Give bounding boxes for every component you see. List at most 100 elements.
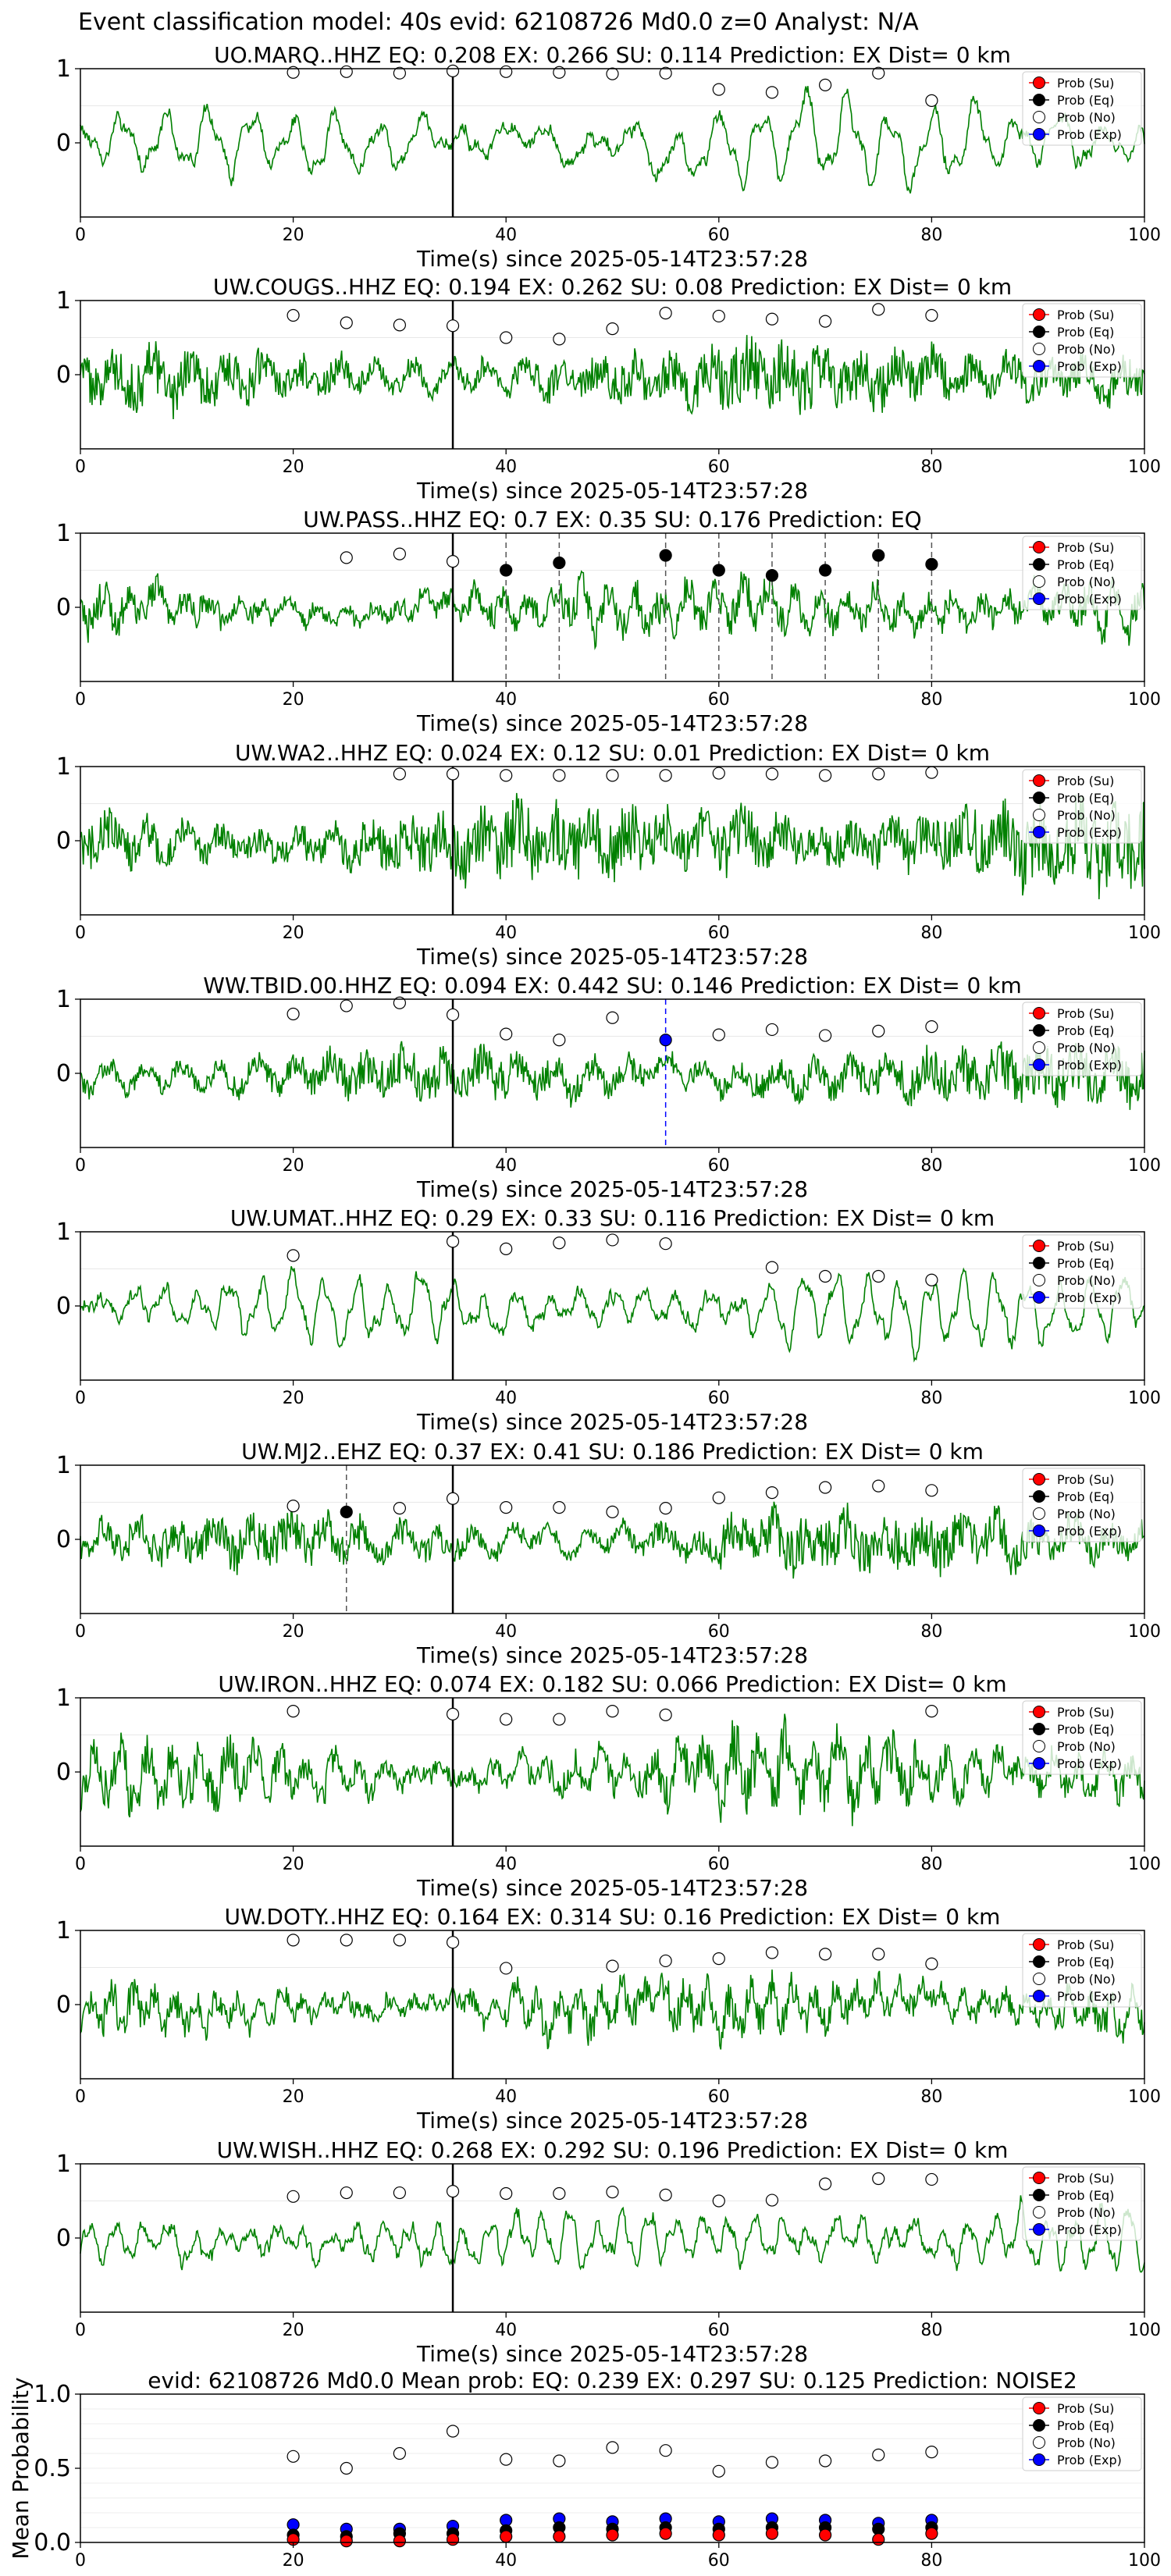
x-tick-label: 0 [75,2321,86,2340]
y-axis-label: Mean Probability [8,2377,34,2559]
station-panel-2: UW.COUGS..HHZ EQ: 0.194 EX: 0.262 SU: 0.… [56,274,1161,503]
legend-label: Prob (No) [1057,1041,1116,1055]
legend-marker [1033,343,1045,355]
legend-box [1022,1002,1142,1076]
panel-title: UW.IRON..HHZ EQ: 0.074 EX: 0.182 SU: 0.0… [218,1671,1006,1697]
eq-prob-point [500,564,513,577]
noise-prob-point [393,318,406,332]
x-axis-label: Time(s) since 2025-05-14T23:57:28 [416,1176,808,1202]
x-tick-label: 60 [708,1622,730,1642]
legend-marker [1033,809,1045,821]
noise-prob-point [765,86,779,99]
mean-prob-point [925,2446,938,2459]
noise-prob-point [925,2172,938,2186]
mean-prob-point [712,2464,725,2478]
legend-label: Prob (No) [1057,575,1116,589]
x-tick-label: 40 [495,457,517,477]
legend-marker [1033,1973,1045,1985]
legend-box [1022,2166,1142,2241]
noise-prob-point [446,1008,460,1022]
y-tick-label: 0 [56,1293,71,1320]
noise-prob-point [925,1020,938,1034]
legend-label: Prob (No) [1057,110,1116,125]
noise-prob-point [340,999,353,1012]
y-tick-label: 1 [56,1917,71,1944]
y-tick-label: 1 [56,1685,71,1712]
mean-prob-point [659,2527,672,2540]
noise-prob-point [446,1936,460,1949]
eq-prob-point [659,549,672,562]
noise-prob-point [553,1501,566,1514]
x-tick-label: 100 [1128,2087,1161,2107]
legend-label: Prob (Eq) [1057,1722,1114,1737]
noise-prob-point [446,554,460,568]
x-axis-label: Time(s) since 2025-05-14T23:57:28 [416,1642,808,1668]
eq-prob-point [765,569,779,582]
noise-prob-point [659,66,672,80]
legend-marker [1033,326,1045,338]
legend-marker [1033,1757,1045,1770]
noise-prob-point [765,1023,779,1037]
eq-prob-point [925,557,938,571]
legend-marker [1033,792,1045,804]
y-tick-label: 0 [56,1759,71,1786]
mean-prob-point [553,2454,566,2467]
y-tick-label: 0 [56,2225,71,2252]
legend-box [1022,769,1142,844]
noise-prob-point [606,1959,619,1973]
legend-label: Prob (No) [1057,2435,1116,2450]
legend-label: Prob (Su) [1057,774,1114,788]
legend-box [1022,303,1142,378]
noise-prob-point [818,78,832,92]
waveform-trace [80,1713,1145,1827]
noise-prob-point [712,309,725,323]
legend-marker [1033,774,1045,787]
legend-label: Prob (Exp) [1057,1290,1122,1305]
noise-prob-point [393,1501,406,1515]
noise-prob-point [393,1934,406,1947]
legend-box [1022,2396,1142,2471]
legend-label: Prob (Su) [1057,540,1114,555]
waveform-trace [80,570,1145,651]
x-tick-label: 60 [708,923,730,943]
noise-prob-point [287,66,300,79]
mean-prob-point [606,2441,619,2454]
noise-prob-point [287,1249,300,1262]
x-tick-label: 40 [495,2551,517,2571]
mean-prob-point [872,2533,885,2546]
legend: Prob (Su) Prob (Eq) Prob (No) Prob (Exp) [1022,2166,1142,2241]
noise-prob-point [553,1713,566,1726]
noise-prob-point [818,315,832,328]
x-tick-label: 40 [495,226,517,245]
mean-prob-point [340,2461,353,2475]
legend-label: Prob (No) [1057,1507,1116,1521]
panel-title: UW.DOTY..HHZ EQ: 0.164 EX: 0.314 SU: 0.1… [225,1904,1001,1930]
y-tick-label: 1 [56,2151,71,2178]
x-tick-label: 80 [920,1389,942,1408]
noise-prob-point [765,1946,779,1959]
legend-label: Prob (Su) [1057,1006,1114,1021]
x-tick-label: 0 [75,1389,86,1408]
x-tick-label: 80 [920,690,942,710]
legend-label: Prob (Exp) [1057,825,1122,840]
panel-title: UW.WA2..HHZ EQ: 0.024 EX: 0.12 SU: 0.01 … [235,740,990,766]
legend-label: Prob (Exp) [1057,127,1122,142]
legend-label: Prob (Su) [1057,1472,1114,1487]
legend-box [1022,1700,1142,1775]
y-tick-label: 0 [56,1060,71,1087]
noise-prob-point [872,66,885,80]
noise-prob-point [606,769,619,782]
noise-prob-point [340,2186,353,2200]
noise-prob-point [659,307,672,320]
legend-label: Prob (Eq) [1057,2418,1114,2433]
x-tick-label: 40 [495,2321,517,2340]
x-tick-label: 80 [920,923,942,943]
x-tick-label: 20 [283,1156,304,1176]
mean-probability-panel: evid: 62108726 Md0.0 Mean prob: EQ: 0.23… [8,2368,1161,2571]
legend-label: Prob (Exp) [1057,2453,1122,2467]
legend-label: Prob (Eq) [1057,1256,1114,1271]
legend-marker [1033,1059,1045,1071]
noise-prob-point [872,1948,885,1961]
noise-prob-point [606,1233,619,1247]
